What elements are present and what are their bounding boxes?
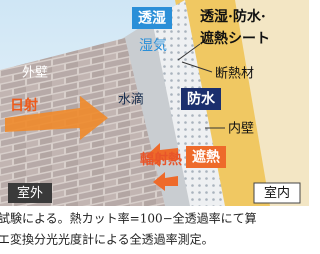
page: 透湿 湿気 透湿·防水· 遮熱シート 断熱材 外壁 日射 水滴 防水 内壁 輻射… — [0, 0, 309, 254]
label: 内壁 — [228, 121, 254, 137]
label: 水滴 — [118, 92, 144, 108]
tag-text: 室外 — [17, 185, 43, 201]
illustration: 透湿 湿気 透湿·防水· 遮熱シート 断熱材 外壁 日射 水滴 防水 内壁 輻射… — [0, 0, 309, 254]
label: 遮熱シート — [200, 30, 270, 47]
label: 日射 — [10, 97, 38, 114]
tag-text: 室内 — [264, 185, 290, 201]
caption: エ変換分光光度計による全透過率測定。 — [0, 232, 214, 247]
label: 湿気 — [139, 38, 167, 54]
label: 断熱材 — [215, 67, 254, 82]
caption: 試験による。熱カット率=100−全透過率にて算 — [0, 211, 257, 226]
label: 外壁 — [22, 66, 48, 81]
tag-text: 透湿 — [138, 11, 166, 27]
tag-text: 防水 — [187, 91, 216, 108]
label: 輻射熱 — [140, 151, 182, 168]
label: 透湿·防水· — [200, 8, 266, 25]
tag-text: 遮熱 — [192, 149, 220, 166]
